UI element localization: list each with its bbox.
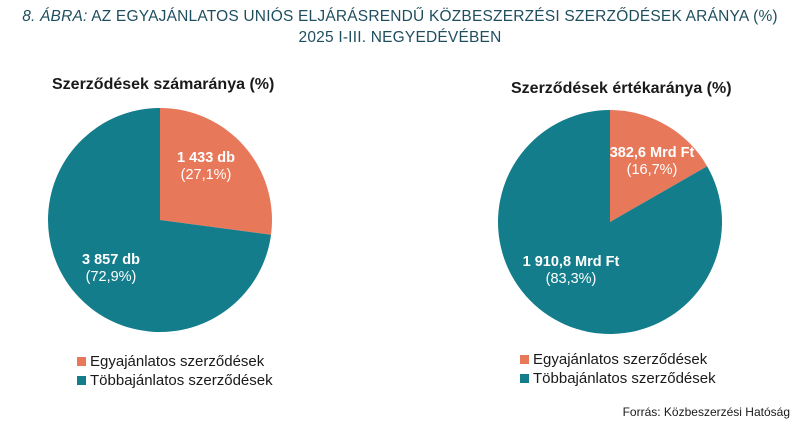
figure-title-text: AZ EGYAJÁNLATOS UNIÓS ELJÁRÁSRENDŰ KÖZBE… <box>91 8 778 25</box>
slice-label-single-value: 382,6 Mrd Ft <box>610 145 695 161</box>
slice-pct-single-count: (27,1%) <box>181 167 232 183</box>
slice-pct-multi-value: (83,3%) <box>546 271 597 287</box>
pie-slice-multi-value <box>497 110 722 334</box>
figure-title-line2: 2025 I-III. NEGYEDÉVÉBEN <box>298 29 502 46</box>
slice-label-multi-count: 3 857 db <box>82 252 140 268</box>
pie-slices-count <box>48 108 273 332</box>
pie-labels-count: 1 433 db (27,1%) 3 857 db (72,9%) <box>82 150 235 285</box>
pie-slices-value <box>497 110 722 334</box>
legend-item-multi: Többajánlatos szerződések <box>520 369 716 388</box>
slice-pct-multi-count: (72,9%) <box>86 269 137 285</box>
legend-swatch-single <box>520 355 529 364</box>
slice-pct-single-value: (16,7%) <box>627 162 678 178</box>
pie-slice-single-value <box>610 110 708 222</box>
legend-swatch-multi <box>77 376 86 385</box>
figure-title-line1: 8. ÁBRA: AZ EGYAJÁNLATOS UNIÓS ELJÁRÁSRE… <box>0 6 800 27</box>
legend-label-multi: Többajánlatos szerződések <box>90 372 273 389</box>
pie-slice-single-count <box>160 108 273 235</box>
source-note: Forrás: Közbeszerzési Hatóság <box>622 405 790 419</box>
legend-item-multi: Többajánlatos szerződések <box>77 371 273 390</box>
figure-number: 8. ÁBRA: <box>22 8 88 25</box>
legend-item-single: Egyajánlatos szerződések <box>77 352 273 371</box>
legend-label-single: Egyajánlatos szerződések <box>90 353 265 370</box>
pie-slice-multi-count <box>48 108 272 332</box>
legend-swatch-multi <box>520 374 529 383</box>
legend-value: Egyajánlatos szerződések Többajánlatos s… <box>520 350 716 388</box>
legend-label-single: Egyajánlatos szerződések <box>533 351 708 368</box>
legend-count: Egyajánlatos szerződések Többajánlatos s… <box>77 352 273 390</box>
slice-label-multi-value: 1 910,8 Mrd Ft <box>523 254 620 270</box>
chart-title-value: Szerződések értékaránya (%) <box>511 80 732 97</box>
legend-item-single: Egyajánlatos szerződések <box>520 350 716 369</box>
figure-title: 8. ÁBRA: AZ EGYAJÁNLATOS UNIÓS ELJÁRÁSRE… <box>0 6 800 48</box>
chart-title-count: Szerződések számaránya (%) <box>52 76 275 93</box>
slice-label-single-count: 1 433 db <box>177 150 235 166</box>
pie-labels-value: 382,6 Mrd Ft (16,7%) 1 910,8 Mrd Ft (83,… <box>523 145 695 287</box>
legend-label-multi: Többajánlatos szerződések <box>533 370 716 387</box>
legend-swatch-single <box>77 357 86 366</box>
